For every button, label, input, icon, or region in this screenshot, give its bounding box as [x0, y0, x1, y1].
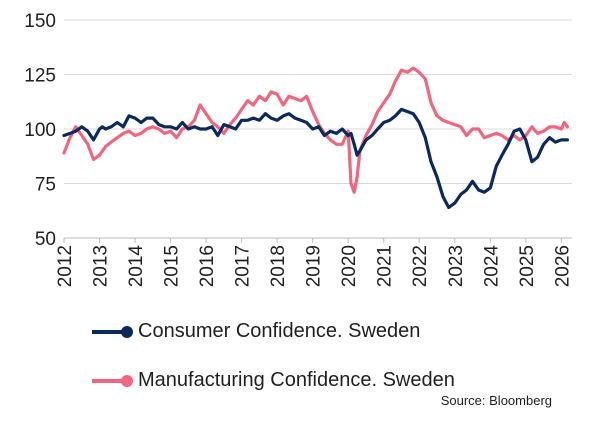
x-tick-label: 2018 — [268, 245, 289, 287]
legend-item-consumer: Consumer Confidence. Sweden — [92, 320, 420, 343]
legend-swatch-consumer — [92, 325, 133, 339]
series-line-consumer-confidence — [62, 107, 570, 210]
x-tick-label: 2019 — [304, 245, 325, 287]
y-tick-label: 75 — [35, 175, 56, 196]
x-tick-label: 2014 — [126, 245, 147, 288]
x-tick-label: 2021 — [375, 245, 396, 287]
gridlines — [64, 19, 572, 239]
x-tick-label: 2024 — [481, 245, 502, 288]
x-tick-label: 2026 — [552, 245, 573, 287]
y-tick-label: 150 — [24, 11, 56, 32]
x-tick-label: 2013 — [91, 245, 112, 287]
y-axis-ticks: 50 75 100 125 150 — [24, 11, 56, 250]
x-tick-label: 2015 — [162, 245, 183, 287]
x-tick-label: 2022 — [410, 245, 431, 287]
x-axis-ticks: 2012 2013 2014 2015 2016 2017 2018 2019 2020 2021… — [55, 238, 573, 287]
series-line-manufacturing-confidence — [62, 66, 570, 194]
x-tick-label: 2012 — [55, 245, 76, 287]
legend-label-manufacturing: Manufacturing Confidence. Sweden — [138, 369, 455, 391]
x-tick-label: 2020 — [339, 245, 360, 287]
legend-swatch-manufacturing — [92, 374, 133, 388]
legend-item-manufacturing: Manufacturing Confidence. Sweden — [92, 369, 455, 392]
legend-label-consumer: Consumer Confidence. Sweden — [138, 320, 421, 342]
x-tick-label: 2016 — [197, 245, 218, 287]
source-note: Source: Bloomberg — [440, 393, 552, 408]
x-tick-label: 2017 — [233, 245, 254, 287]
x-tick-label: 2023 — [446, 245, 467, 287]
y-tick-label: 100 — [24, 120, 56, 141]
x-tick-label: 2025 — [517, 245, 538, 287]
y-tick-label: 50 — [35, 229, 56, 250]
y-tick-label: 125 — [24, 66, 56, 87]
series-lines — [62, 66, 570, 210]
